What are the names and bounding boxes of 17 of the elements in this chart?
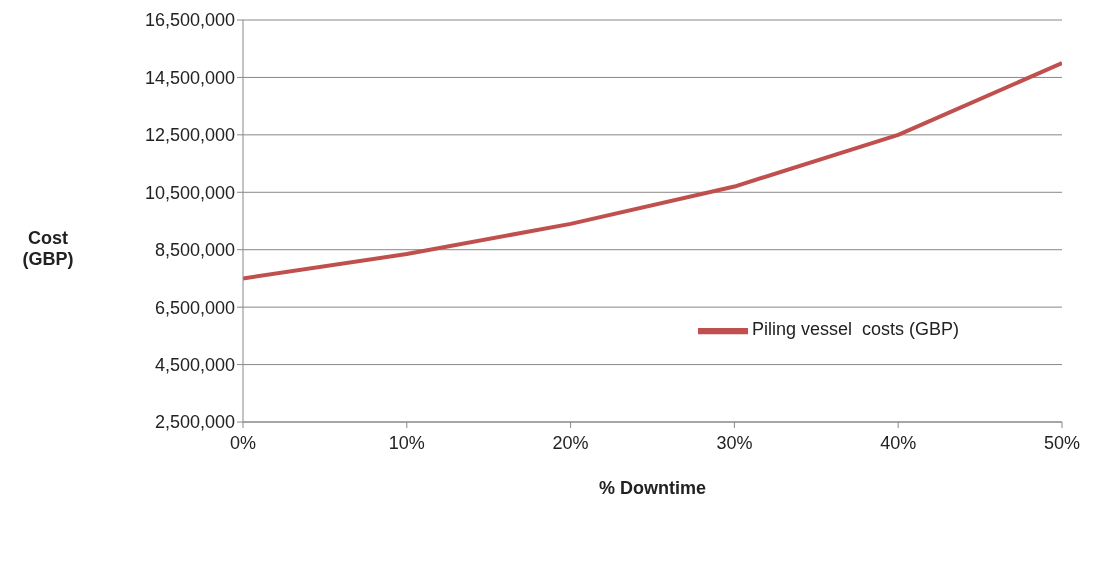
y-tick-label: 8,500,000 [154,240,235,261]
x-tick-label: 20% [552,432,589,453]
x-tick-label: 10% [388,432,425,453]
y-tick-label: 14,500,000 [144,67,235,88]
y-tick-label: 2,500,000 [154,412,235,433]
x-tick-label: 50% [1043,432,1081,453]
x-tick-label: 40% [880,432,917,453]
y-tick-label: 6,500,000 [154,297,235,318]
x-axis-title: % Downtime [598,478,707,498]
legend-label: Piling vessel costs (GBP) [752,319,960,340]
x-tick-label: 30% [716,432,753,453]
y-tick-label: 10,500,000 [144,182,235,203]
y-tick-label: 12,500,000 [144,125,235,146]
x-tick-label: 0% [229,432,257,453]
y-axis-title: Cost (GBP) [21,228,75,270]
y-tick-label: 16,500,000 [144,10,235,31]
y-tick-label: 4,500,000 [154,354,235,375]
